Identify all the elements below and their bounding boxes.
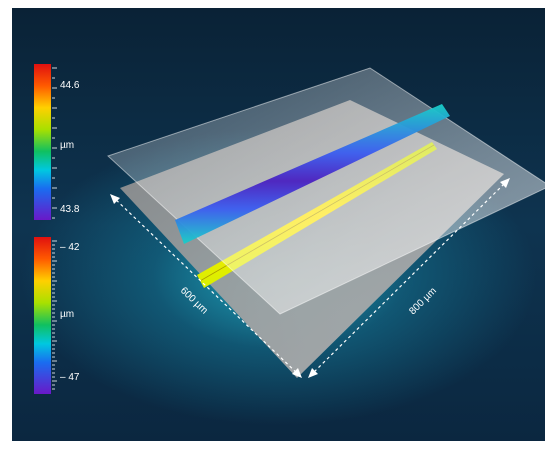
colorbar-top: 44.6 µm 43.8 [34,64,80,220]
surface-profile-visualization: 600 µm 800 µm 44.6 µm 43.8 – 42 µm – 47 [12,8,545,441]
colorbar-bottom: – 42 µm – 47 [34,237,80,394]
colorbar-top-unit-label: µm [60,140,74,151]
colorbar-bottom-unit-label: µm [60,309,74,320]
length-dimension-label: 800 µm [407,286,439,318]
colorbar-top-max-label: 44.6 [60,80,80,91]
colorbar-top-ticks [52,67,57,219]
colorbar-top-min-label: 43.8 [60,204,80,215]
top-surface-plate [107,67,545,315]
width-dimension-arrow [110,194,302,378]
length-dimension-arrow [308,178,510,378]
width-dimension-label: 600 µm [178,285,210,316]
colorbar-bottom-min-label: – 47 [60,372,80,383]
colorbar-bottom-max-label: – 42 [60,242,80,253]
colorbar-bottom-ticks [52,240,57,390]
